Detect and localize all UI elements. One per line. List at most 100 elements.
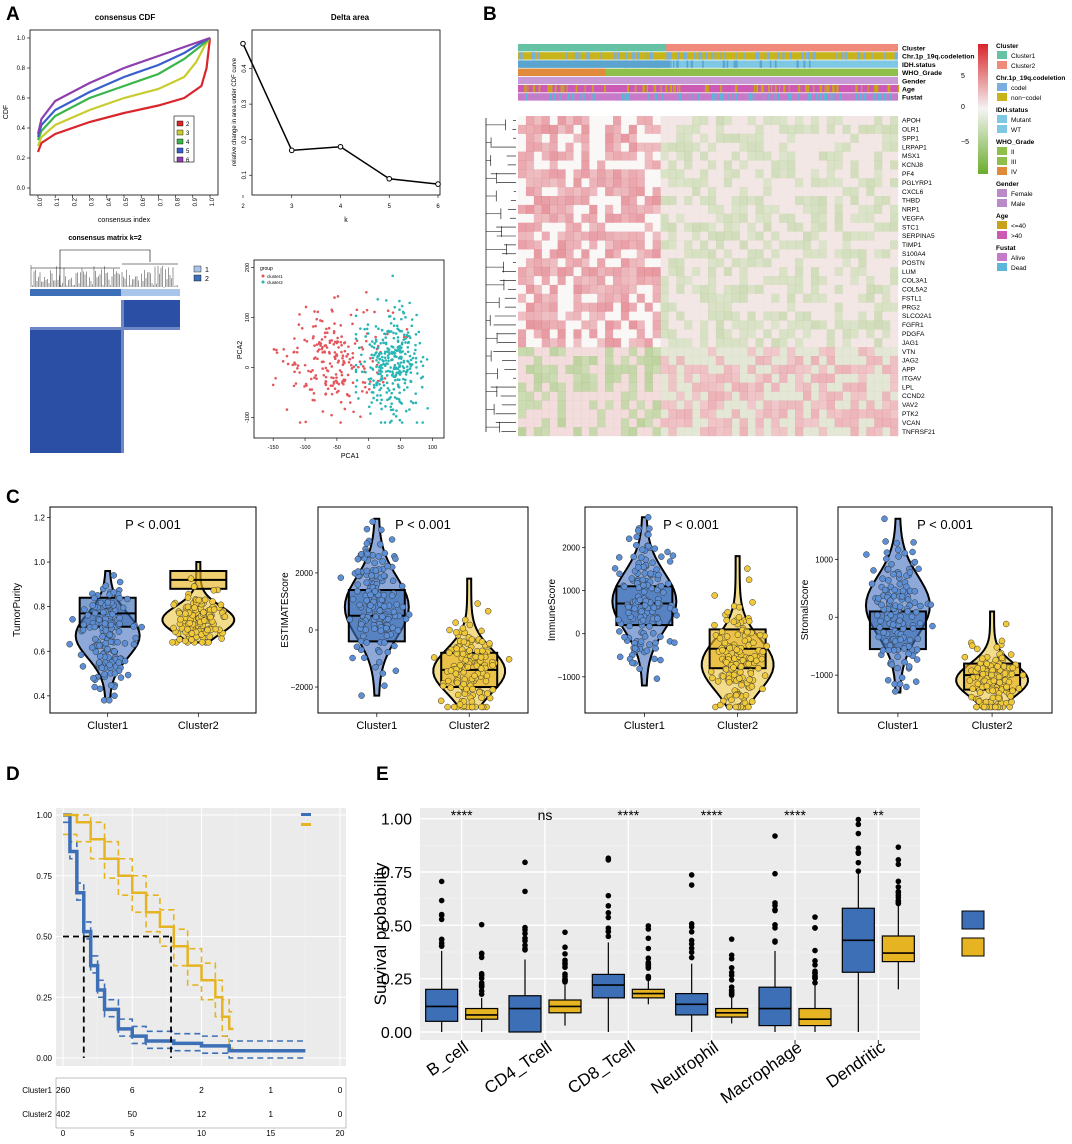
- b-heat-cell: [620, 364, 630, 374]
- a4-point-cluster1: [340, 335, 343, 338]
- b-heat-cell: [557, 311, 566, 321]
- b-heat-cell: [850, 418, 859, 428]
- b-heat-cell: [620, 240, 630, 250]
- violin-point: [439, 682, 447, 690]
- violin-point: [367, 602, 374, 609]
- a4-point-cluster1: [300, 326, 304, 330]
- b-heat-cell: [803, 133, 812, 143]
- a4-point-cluster1: [336, 295, 340, 298]
- b-heat-cell: [573, 187, 582, 197]
- a1-ytick-label: 1.0: [17, 36, 26, 42]
- b-heat-cell: [573, 311, 582, 321]
- b-heat-cell: [731, 284, 740, 294]
- a4-point-cluster2: [411, 401, 415, 405]
- b-heat-cell: [613, 231, 622, 241]
- b-heat-cell: [518, 213, 527, 223]
- b-heat-cell: [668, 391, 677, 401]
- b-heat-cell: [541, 258, 550, 268]
- b-heat-cell: [834, 373, 843, 383]
- b-heat-cell: [533, 338, 543, 348]
- b-heat-cell: [700, 187, 709, 197]
- violin-point: [879, 575, 886, 582]
- a4-point-cluster1: [369, 380, 372, 383]
- b-heat-cell: [715, 427, 725, 437]
- b-heat-cell: [525, 400, 535, 410]
- b-heat-cell: [787, 142, 796, 152]
- b-heat-cell: [731, 204, 740, 214]
- b-heat-cell: [779, 364, 788, 374]
- b-heat-cell: [771, 169, 780, 179]
- b-heat-cell: [636, 178, 645, 188]
- b-heat-cell: [858, 240, 867, 250]
- a4-point-cluster2: [384, 336, 387, 339]
- b-heat-cell: [692, 160, 701, 170]
- b-heat-cell: [692, 391, 701, 401]
- b-heat-cell: [842, 276, 851, 286]
- b-heat-cell: [525, 356, 535, 366]
- b-annotation-segment: [685, 52, 687, 60]
- violin-point: [641, 588, 648, 596]
- b-annotation-segment: [855, 93, 858, 101]
- b-annotation-segment: [807, 85, 810, 93]
- e-xtick-label: Macrophage: [717, 1038, 805, 1108]
- b-heat-cell: [652, 133, 661, 143]
- b-heat-cell: [668, 320, 677, 330]
- e-significance: ****: [701, 807, 723, 823]
- b-heat-cell: [890, 151, 899, 161]
- b-heat-cell: [858, 142, 867, 152]
- violin-point: [651, 655, 658, 663]
- b-heat-cell: [700, 124, 709, 134]
- b-heat-cell: [826, 338, 835, 348]
- a4-xlabel: PCA1: [341, 453, 359, 460]
- b-heat-cell: [747, 284, 756, 294]
- b-heat-cell: [668, 142, 677, 152]
- b-annotation-label: WHO_Grade: [902, 70, 942, 77]
- a4-point-cluster1: [333, 296, 336, 299]
- b-heat-cell: [731, 133, 740, 143]
- a4-point-cluster1: [315, 343, 319, 346]
- e-legend-swatch-2: [961, 937, 985, 957]
- b-heat-cell: [684, 240, 693, 250]
- b-heat-cell: [700, 196, 709, 206]
- b-heat-cell: [810, 329, 820, 339]
- b-heat-cell: [747, 116, 756, 126]
- violin-point: [198, 639, 206, 646]
- b-heat-cell: [755, 249, 764, 259]
- b-heat-cell: [652, 284, 661, 294]
- a4-point-cluster1: [362, 310, 365, 314]
- b-heat-cell: [573, 276, 582, 286]
- a4-point-cluster1: [323, 350, 326, 353]
- b-heat-cell: [700, 356, 709, 366]
- b-annotation-segment: [819, 85, 822, 93]
- b-heat-cell: [755, 213, 764, 223]
- b-heat-cell: [715, 276, 725, 286]
- b-heat-cell: [723, 382, 733, 392]
- b-heat-cell: [573, 142, 582, 152]
- b-heat-cell: [723, 187, 733, 197]
- a4-point-cluster1: [338, 369, 342, 372]
- violin-point: [349, 595, 357, 603]
- b-heat-cell: [810, 169, 820, 179]
- violin-point: [637, 638, 645, 645]
- b-heat-cell: [700, 400, 709, 410]
- violin-point: [102, 582, 110, 589]
- b-heat-cell: [549, 311, 558, 321]
- b-heat-cell: [573, 293, 582, 303]
- b-annotation-segment: [600, 52, 603, 60]
- b-heat-cell: [676, 160, 685, 170]
- a4-point-cluster2: [376, 298, 380, 301]
- a4-point-cluster1: [294, 382, 298, 385]
- b-heat-cell: [715, 124, 725, 134]
- e-outlier: [772, 833, 778, 839]
- a4-point-cluster1: [328, 362, 332, 365]
- a4-ytick-label: 200: [245, 263, 251, 272]
- b-legend-swatch: [997, 83, 1007, 91]
- violin-point: [200, 609, 207, 616]
- a4-point-cluster2: [403, 381, 407, 385]
- b-heat-cell: [549, 187, 558, 197]
- e-outlier: [728, 972, 735, 979]
- b-heat-cell: [715, 338, 725, 348]
- b-heat-cell: [597, 329, 606, 339]
- violin-point: [716, 635, 724, 642]
